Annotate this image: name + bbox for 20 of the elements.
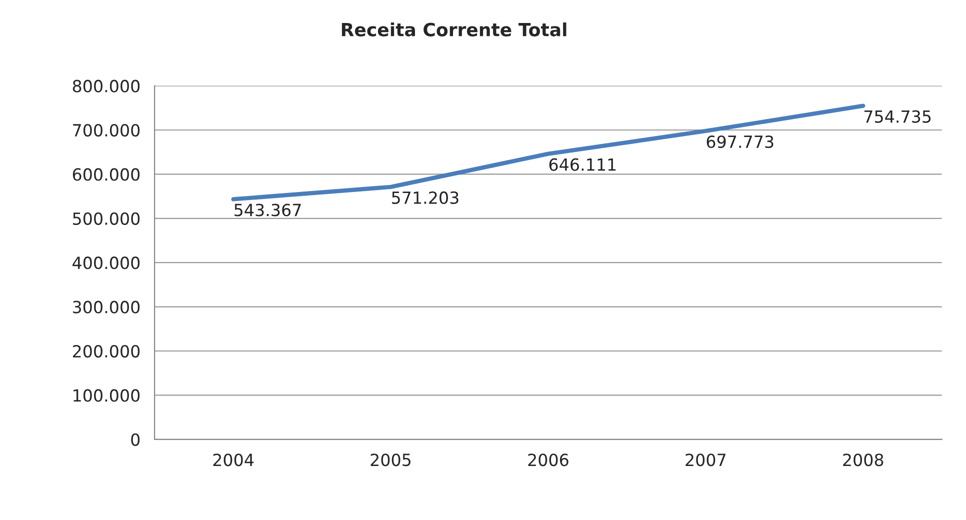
y-tick-label: 700.000 (73, 124, 140, 137)
data-label: 697.773 (706, 135, 774, 148)
chart-title: Receita Corrente Total (342, 22, 566, 36)
x-tick-label: 2005 (370, 454, 410, 466)
data-label: 543.367 (234, 204, 301, 216)
data-label: 571.203 (392, 191, 458, 204)
y-tick-label: 400.000 (72, 256, 140, 270)
x-tick-label: 2007 (686, 454, 726, 466)
y-tick-label: 300.000 (73, 300, 140, 314)
y-tick-label: 800.000 (72, 80, 140, 92)
data-label: 754.735 (864, 110, 931, 123)
y-tick-label: 100.000 (74, 389, 140, 402)
data-label: 646.111 (549, 158, 616, 171)
y-tick-label: 200.000 (72, 344, 140, 358)
y-tick-label: 600.000 (72, 168, 140, 181)
x-tick-label: 2008 (843, 454, 884, 466)
y-tick-label: 500.000 (73, 212, 140, 225)
y-tick-label: 0 (131, 433, 140, 446)
x-tick-label: 2006 (528, 454, 568, 466)
x-tick-label: 2004 (213, 454, 254, 466)
